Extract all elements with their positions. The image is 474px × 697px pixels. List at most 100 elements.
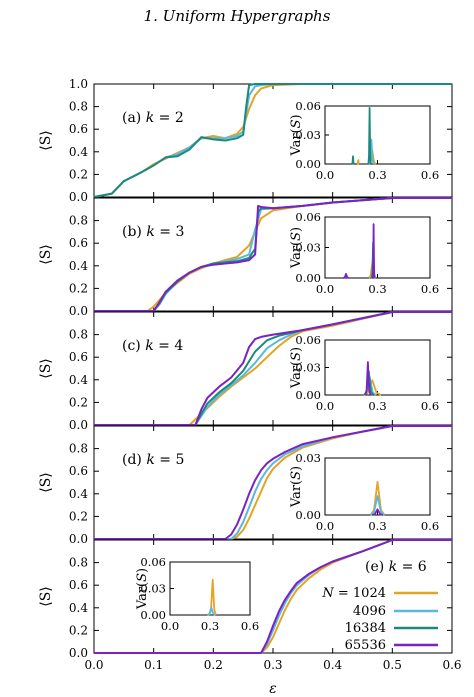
panel-1: 0.00.20.40.60.81.0⟨S⟩(a) k = 20.000.030.…: [38, 77, 453, 204]
inset-x-tick-label: 0.6: [421, 282, 439, 296]
legend-label: 16384: [345, 621, 386, 636]
running-title: 1. Uniform Hypergraphs: [143, 7, 331, 25]
inset-peak-N65536: [364, 361, 372, 396]
inset-peak-N65536: [372, 508, 384, 516]
inset-x-tick-label: 0.6: [421, 519, 439, 533]
legend-label: 4096: [353, 604, 386, 619]
inset-y-tick-label: 0.00: [295, 271, 321, 285]
inset-y-tick-label: 0.03: [295, 451, 321, 465]
inset-peak-N16384: [351, 155, 355, 165]
inset-x-tick-label: 0.0: [316, 519, 334, 533]
inset-2: 0.00 0.03 0.06 0.0 0.3 0.6 Var(S): [289, 210, 439, 296]
legend: N = 1024 4096 16384 65536: [321, 586, 438, 653]
x-tick-label: 0.3: [263, 658, 282, 672]
inset-y-tick-label: 0.03: [295, 361, 321, 375]
inset-y-tick-label: 0.03: [295, 128, 321, 142]
panel-5: 0.0 0.2 0.4 0.6 0.8 0.0 0.1 0.2 0.3 0.4 0.5 0.6 ε ⟨S⟩…: [38, 539, 462, 697]
y-tick-label: 0.8: [69, 328, 88, 342]
y-tick-label: 0.6: [69, 464, 88, 478]
y-axis-label: ⟨S⟩: [38, 244, 54, 265]
y-axis-label: ⟨S⟩: [38, 586, 54, 607]
y-tick-label: 0.8: [69, 442, 88, 456]
inset-y-axis-label: Var(S): [289, 466, 304, 508]
x-axis-label: ε: [269, 681, 277, 697]
inset-peak-N65536: [371, 223, 376, 279]
y-tick-label: 0.8: [69, 556, 88, 570]
y-tick-label: 0.8: [69, 214, 88, 228]
inset-y-tick-label: 0.06: [140, 555, 166, 569]
inset-background: [323, 215, 432, 280]
y-axis-label: ⟨S⟩: [38, 358, 54, 379]
panel-label: (a) k = 2: [122, 110, 184, 126]
inset-y-tick-label: 0.00: [295, 157, 321, 171]
inset-4: 0.00 0.03 0.0 0.3 0.6 Var(S): [289, 451, 439, 533]
y-tick-label: 0.4: [69, 373, 88, 387]
inset-x-tick-label: 0.6: [241, 619, 259, 633]
inset-y-axis-label: Var(S): [135, 568, 150, 610]
x-tick-label: 0.2: [204, 658, 223, 672]
inset-x-tick-label: 0.3: [368, 282, 386, 296]
legend-label: N = 1024: [321, 586, 386, 601]
y-tick-label: 0.4: [69, 601, 88, 615]
y-tick-label: 0.2: [69, 167, 88, 181]
y-tick-label: 0.2: [69, 395, 88, 409]
inset-y-tick-label: 0.03: [295, 241, 321, 255]
inset-1: 0.00 0.03 0.06 0.0 0.3 0.6 Var(S): [289, 99, 439, 182]
inset-peak-N16384: [367, 107, 372, 165]
y-tick-label: 0.4: [69, 259, 88, 273]
y-tick-label: 0.8: [69, 100, 88, 114]
y-tick-label: 1.0: [69, 77, 88, 91]
y-tick-label: 0.6: [69, 350, 88, 364]
inset-3: 0.00 0.03 0.06 0.0 0.3 0.6 Var(S): [289, 333, 439, 413]
inset-x-tick-label: 0.3: [368, 519, 386, 533]
inset-y-tick-label: 0.06: [295, 99, 321, 113]
inset-x-tick-label: 0.0: [161, 619, 179, 633]
inset-peak-N4096: [206, 607, 216, 616]
inset-peak-N1024: [369, 480, 386, 516]
x-tick-label: 0.4: [323, 658, 342, 672]
panel-4: 0.00.20.40.60.8⟨S⟩(d) k = 50.000.030.0 0.…: [38, 425, 453, 546]
y-tick-label: 0.2: [69, 281, 88, 295]
inset-y-tick-label: 0.00: [140, 608, 166, 622]
inset-5: 0.00 0.03 0.06 0.0 0.3 0.6 Var(S): [135, 555, 259, 633]
inset-peak-N4096: [368, 138, 375, 165]
inset-x-tick-label: 0.3: [368, 399, 386, 413]
inset-background: [168, 560, 252, 617]
series-line-N65536: [94, 197, 452, 312]
series-line-N16384: [93, 83, 452, 198]
inset-x-tick-label: 0.3: [201, 619, 219, 633]
x-tick-label: 0.1: [144, 658, 163, 672]
inset-y-tick-label: 0.06: [295, 333, 321, 347]
panel-label: (c) k = 4: [122, 338, 183, 354]
inset-x-tick-label: 0.6: [421, 399, 439, 413]
y-tick-label: 0.2: [69, 623, 88, 637]
inset-x-tick-label: 0.0: [316, 399, 334, 413]
inset-peak-N1024: [356, 159, 360, 165]
y-tick-label: 0.0: [69, 190, 88, 204]
y-tick-label: 0.6: [69, 578, 88, 592]
inset-y-tick-label: 0.00: [295, 388, 321, 402]
panel-label: (d) k = 5: [122, 452, 184, 468]
x-tick-label: 0.6: [442, 658, 461, 672]
panel-label: (b) k = 3: [122, 224, 184, 240]
inset-y-tick-label: 0.06: [295, 210, 321, 224]
inset-y-axis-label: Var(S): [289, 227, 304, 269]
series-line-N65536: [94, 539, 452, 654]
inset-x-tick-label: 0.6: [421, 168, 439, 182]
series-line-N65536: [94, 425, 452, 540]
inset-peak-N65536: [343, 273, 349, 279]
panel-label: (e) k = 6: [365, 559, 427, 575]
y-tick-label: 0.0: [69, 418, 88, 432]
inset-x-tick-label: 0.0: [316, 282, 334, 296]
panel-3: 0.0 0.2 0.4 0.6 0.8 ⟨S⟩ (c) k = 4 0.00 0.03 0.06 0…: [38, 311, 453, 432]
x-tick-label: 0.0: [84, 658, 103, 672]
y-axis-label: ⟨S⟩: [38, 472, 54, 493]
y-tick-label: 0.4: [69, 487, 88, 501]
panel-2: 0.00.20.40.60.8⟨S⟩(b) k = 30.000.030.060…: [38, 197, 453, 318]
y-tick-label: 0.0: [69, 646, 88, 660]
inset-x-tick-label: 0.0: [316, 168, 334, 182]
y-axis-label: ⟨S⟩: [38, 130, 54, 151]
x-tick-label: 0.5: [383, 658, 402, 672]
inset-peak-N4096: [369, 495, 386, 516]
